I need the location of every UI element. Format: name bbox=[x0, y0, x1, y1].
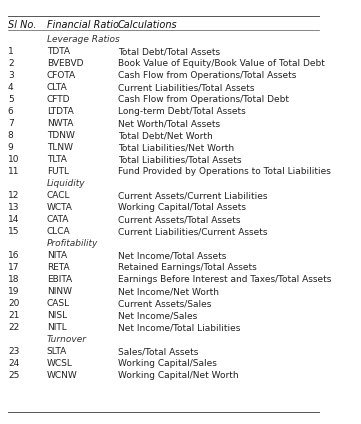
Text: Long-term Debt/Total Assets: Long-term Debt/Total Assets bbox=[118, 107, 246, 116]
Text: 16: 16 bbox=[8, 251, 19, 260]
Text: Net Income/Total Liabilities: Net Income/Total Liabilities bbox=[118, 323, 240, 332]
Text: 24: 24 bbox=[8, 359, 19, 368]
Text: 5: 5 bbox=[8, 95, 14, 104]
Text: Current Liabilities/Current Assets: Current Liabilities/Current Assets bbox=[118, 227, 268, 236]
Text: RETA: RETA bbox=[47, 263, 69, 272]
Text: Total Debt/Total Assets: Total Debt/Total Assets bbox=[118, 47, 220, 56]
Text: 2: 2 bbox=[8, 59, 13, 68]
Text: Retained Earnings/Total Assets: Retained Earnings/Total Assets bbox=[118, 263, 257, 272]
Text: TDTA: TDTA bbox=[47, 47, 70, 56]
Text: 21: 21 bbox=[8, 311, 19, 320]
Text: NITL: NITL bbox=[47, 323, 66, 332]
Text: 23: 23 bbox=[8, 347, 19, 356]
Text: 7: 7 bbox=[8, 119, 14, 128]
Text: TDNW: TDNW bbox=[47, 131, 75, 140]
Text: Fund Provided by Operations to Total Liabilities: Fund Provided by Operations to Total Lia… bbox=[118, 167, 331, 176]
Text: 15: 15 bbox=[8, 227, 19, 236]
Text: Current Assets/Total Assets: Current Assets/Total Assets bbox=[118, 215, 240, 224]
Text: NINW: NINW bbox=[47, 287, 72, 296]
Text: LTDTA: LTDTA bbox=[47, 107, 74, 116]
Text: 19: 19 bbox=[8, 287, 19, 296]
Text: WCNW: WCNW bbox=[47, 371, 78, 380]
Text: Net Worth/Total Assets: Net Worth/Total Assets bbox=[118, 119, 220, 128]
Text: CFOTA: CFOTA bbox=[47, 71, 76, 80]
Text: NISL: NISL bbox=[47, 311, 67, 320]
Text: Book Value of Equity/Book Value of Total Debt: Book Value of Equity/Book Value of Total… bbox=[118, 59, 325, 68]
Text: Net Income/Total Assets: Net Income/Total Assets bbox=[118, 251, 226, 260]
Text: WCSL: WCSL bbox=[47, 359, 73, 368]
Text: Total Liabilities/Total Assets: Total Liabilities/Total Assets bbox=[118, 155, 242, 164]
Text: SLTA: SLTA bbox=[47, 347, 67, 356]
Text: Working Capital/Net Worth: Working Capital/Net Worth bbox=[118, 371, 239, 380]
Text: Working Capital/Sales: Working Capital/Sales bbox=[118, 359, 217, 368]
Text: 1: 1 bbox=[8, 47, 14, 56]
Text: Current Assets/Sales: Current Assets/Sales bbox=[118, 299, 212, 308]
Text: WCTA: WCTA bbox=[47, 203, 73, 212]
Text: Current Liabilities/Total Assets: Current Liabilities/Total Assets bbox=[118, 83, 255, 92]
Text: 11: 11 bbox=[8, 167, 19, 176]
Text: Current Assets/Current Liabilities: Current Assets/Current Liabilities bbox=[118, 191, 268, 200]
Text: Calculations: Calculations bbox=[118, 20, 178, 31]
Text: CACL: CACL bbox=[47, 191, 70, 200]
Text: 10: 10 bbox=[8, 155, 19, 164]
Text: 3: 3 bbox=[8, 71, 14, 80]
Text: TLNW: TLNW bbox=[47, 143, 73, 152]
Text: NWTA: NWTA bbox=[47, 119, 73, 128]
Text: Net Income/Net Worth: Net Income/Net Worth bbox=[118, 287, 219, 296]
Text: BVEBVD: BVEBVD bbox=[47, 59, 83, 68]
Text: Financial Ratio: Financial Ratio bbox=[47, 20, 119, 31]
Text: 13: 13 bbox=[8, 203, 19, 212]
Text: Total Debt/Net Worth: Total Debt/Net Worth bbox=[118, 131, 213, 140]
Text: CFTD: CFTD bbox=[47, 95, 70, 104]
Text: EBITA: EBITA bbox=[47, 275, 72, 284]
Text: Turnover: Turnover bbox=[47, 335, 87, 344]
Text: CLCA: CLCA bbox=[47, 227, 70, 236]
Text: 22: 22 bbox=[8, 323, 19, 332]
Text: 8: 8 bbox=[8, 131, 14, 140]
Text: FUTL: FUTL bbox=[47, 167, 69, 176]
Text: Cash Flow from Operations/Total Assets: Cash Flow from Operations/Total Assets bbox=[118, 71, 296, 80]
Text: 12: 12 bbox=[8, 191, 19, 200]
Text: CLTA: CLTA bbox=[47, 83, 68, 92]
Text: Working Capital/Total Assets: Working Capital/Total Assets bbox=[118, 203, 246, 212]
Text: 6: 6 bbox=[8, 107, 14, 116]
Text: Leverage Ratios: Leverage Ratios bbox=[47, 35, 119, 44]
Text: Profitability: Profitability bbox=[47, 239, 98, 248]
Text: Earnings Before Interest and Taxes/Total Assets: Earnings Before Interest and Taxes/Total… bbox=[118, 275, 331, 284]
Text: CASL: CASL bbox=[47, 299, 70, 308]
Text: Liquidity: Liquidity bbox=[47, 179, 85, 188]
Text: 17: 17 bbox=[8, 263, 19, 272]
Text: 18: 18 bbox=[8, 275, 19, 284]
Text: Cash Flow from Operations/Total Debt: Cash Flow from Operations/Total Debt bbox=[118, 95, 289, 104]
Text: 20: 20 bbox=[8, 299, 19, 308]
Text: TLTA: TLTA bbox=[47, 155, 67, 164]
Text: Sl No.: Sl No. bbox=[8, 20, 36, 31]
Text: 25: 25 bbox=[8, 371, 19, 380]
Text: Sales/Total Assets: Sales/Total Assets bbox=[118, 347, 198, 356]
Text: Total Liabilities/Net Worth: Total Liabilities/Net Worth bbox=[118, 143, 234, 152]
Text: CATA: CATA bbox=[47, 215, 69, 224]
Text: 9: 9 bbox=[8, 143, 14, 152]
Text: Net Income/Sales: Net Income/Sales bbox=[118, 311, 197, 320]
Text: NITA: NITA bbox=[47, 251, 67, 260]
Text: 14: 14 bbox=[8, 215, 19, 224]
Text: 4: 4 bbox=[8, 83, 13, 92]
